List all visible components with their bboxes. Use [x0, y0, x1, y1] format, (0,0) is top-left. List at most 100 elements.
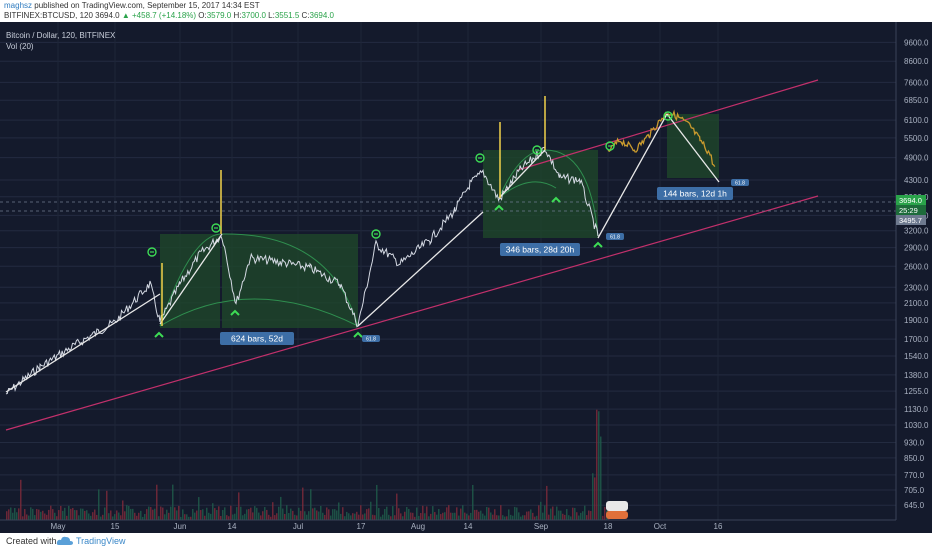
cycle-low-marker [353, 331, 363, 338]
price-chart[interactable]: 624 bars, 52d 346 bars, 28d 20h 144 bars, … [0, 22, 932, 533]
volume-bar [220, 515, 222, 520]
trendline-jul-aug [357, 211, 484, 327]
volume-bar [414, 516, 416, 520]
y-tick-label: 705.0 [904, 486, 925, 495]
volume-bar [258, 512, 260, 520]
x-tick-label: Aug [411, 522, 425, 531]
event-badge-1[interactable] [606, 501, 628, 511]
volume-bar [262, 511, 264, 520]
volume-bar [358, 514, 360, 520]
volume-bar [126, 505, 128, 520]
volume-bar [444, 512, 446, 520]
volume-bar [90, 515, 92, 520]
volume-bar [468, 515, 470, 520]
volume-bar [354, 513, 356, 520]
y-tick-label: 8600.0 [904, 57, 929, 66]
volume-bar [30, 507, 32, 520]
volume-bar [152, 509, 154, 520]
volume-bar [170, 506, 172, 520]
volume-bar [230, 505, 232, 520]
tradingview-cloud-icon [56, 536, 73, 545]
volume-bar [56, 516, 58, 520]
volume-bar [54, 512, 56, 520]
x-tick-label: Jul [293, 522, 303, 531]
volume-bar [462, 505, 464, 520]
volume-bar [526, 511, 528, 520]
volume-bar [16, 512, 18, 520]
volume-bar [558, 510, 560, 520]
volume-bar [380, 516, 382, 520]
volume-bar [6, 511, 8, 520]
volume-bar [266, 509, 268, 520]
volume-bar [232, 514, 234, 520]
volume-bar [576, 512, 578, 520]
volume-bar [198, 497, 200, 520]
volume-bar [60, 505, 62, 520]
volume-bar [402, 516, 404, 520]
volume-bar [300, 510, 302, 520]
event-badge-2[interactable] [606, 511, 628, 519]
volume-bar [290, 508, 292, 520]
volume-bar [348, 513, 350, 520]
y-tick-label: 1900.0 [904, 316, 929, 325]
cycle-low-marker [551, 196, 561, 203]
volume-bar [140, 510, 142, 520]
author-link[interactable]: maghsz [4, 1, 33, 10]
volume-bar [252, 512, 254, 520]
countdown-label: 25:29 [899, 206, 918, 215]
volume-bar [328, 509, 330, 520]
y-tick-label: 1030.0 [904, 421, 929, 430]
volume-bar [594, 477, 596, 520]
volume-bar [600, 436, 602, 520]
volume-bar [28, 515, 30, 520]
volume-bar [274, 515, 276, 520]
volume-bar [596, 409, 598, 520]
volume-bar [500, 505, 502, 520]
volume-bar [168, 512, 170, 520]
volume-bar [78, 515, 80, 520]
volume-bar [10, 507, 12, 520]
volume-bar [14, 507, 16, 520]
volume-bar [136, 515, 138, 520]
volume-bar [64, 507, 66, 520]
volume-bar [298, 507, 300, 520]
volume-bar [76, 510, 78, 520]
volume-bar [392, 506, 394, 520]
volume-bar [130, 508, 132, 520]
volume-bar [408, 508, 410, 520]
volume-bar [310, 489, 312, 520]
volume-bar [236, 507, 238, 520]
volume-bar [394, 515, 396, 520]
volume-bar [530, 509, 532, 520]
x-tick-label: 16 [714, 522, 723, 531]
y-tick-label: 645.0 [904, 501, 925, 510]
annotations: 624 bars, 52d 346 bars, 28d 20h 144 bars, … [220, 179, 749, 519]
yellow-spikes [161, 96, 546, 326]
volume-bar [492, 514, 494, 520]
volume-bar [534, 516, 536, 520]
tradingview-brand[interactable]: TradingView [76, 536, 126, 546]
volume-bar [370, 501, 372, 520]
price-level-lines [0, 201, 896, 212]
volume-bar [226, 515, 228, 520]
volume-bar [570, 516, 572, 520]
y-tick-label: 930.0 [904, 439, 925, 448]
volume-bar [336, 510, 338, 520]
volume-bar [32, 508, 34, 520]
volume-bar [480, 510, 482, 520]
symbol-title: Bitcoin / Dollar, 120, BITFINEX [6, 31, 116, 40]
cycle-top-marker [211, 223, 221, 233]
volume-bar [366, 509, 368, 520]
y-tick-label: 5500.0 [904, 134, 929, 143]
volume-bar [442, 512, 444, 520]
volume-bar [538, 505, 540, 520]
level-price-label: 3495.7 [899, 216, 922, 225]
volume-bar [206, 507, 208, 520]
volume-bar [100, 516, 102, 520]
x-tick-label: 17 [357, 522, 366, 531]
volume-bar [172, 484, 174, 520]
x-tick-label: 18 [604, 522, 613, 531]
quote-line: BITFINEX:BTCUSD, 120 3694.0 ▲ +458.7 (+1… [4, 11, 334, 20]
chart-area[interactable]: 624 bars, 52d 346 bars, 28d 20h 144 bars, … [0, 22, 932, 533]
volume-bar [296, 515, 298, 520]
